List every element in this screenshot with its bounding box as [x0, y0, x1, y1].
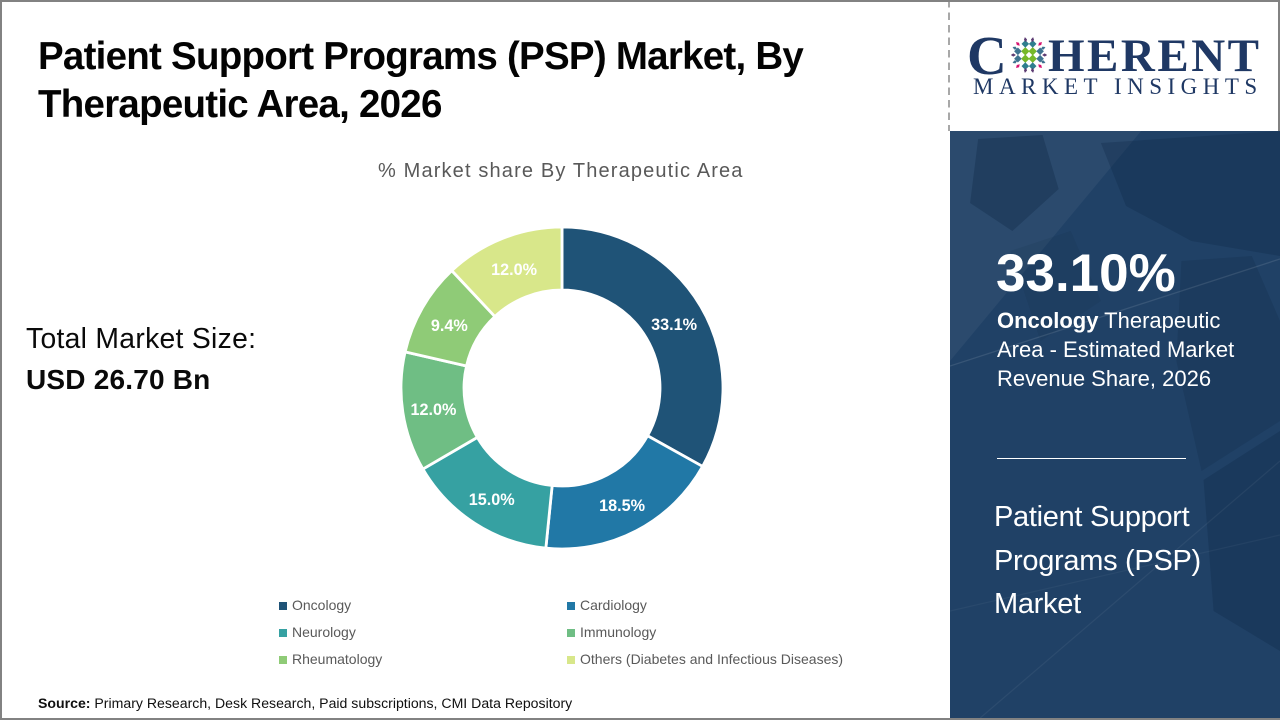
svg-text:12.0%: 12.0%: [411, 401, 457, 419]
svg-text:15.0%: 15.0%: [469, 491, 515, 509]
svg-text:9.4%: 9.4%: [431, 317, 468, 335]
svg-text:18.5%: 18.5%: [599, 497, 645, 515]
svg-text:33.1%: 33.1%: [651, 316, 697, 334]
svg-text:12.0%: 12.0%: [491, 261, 537, 279]
